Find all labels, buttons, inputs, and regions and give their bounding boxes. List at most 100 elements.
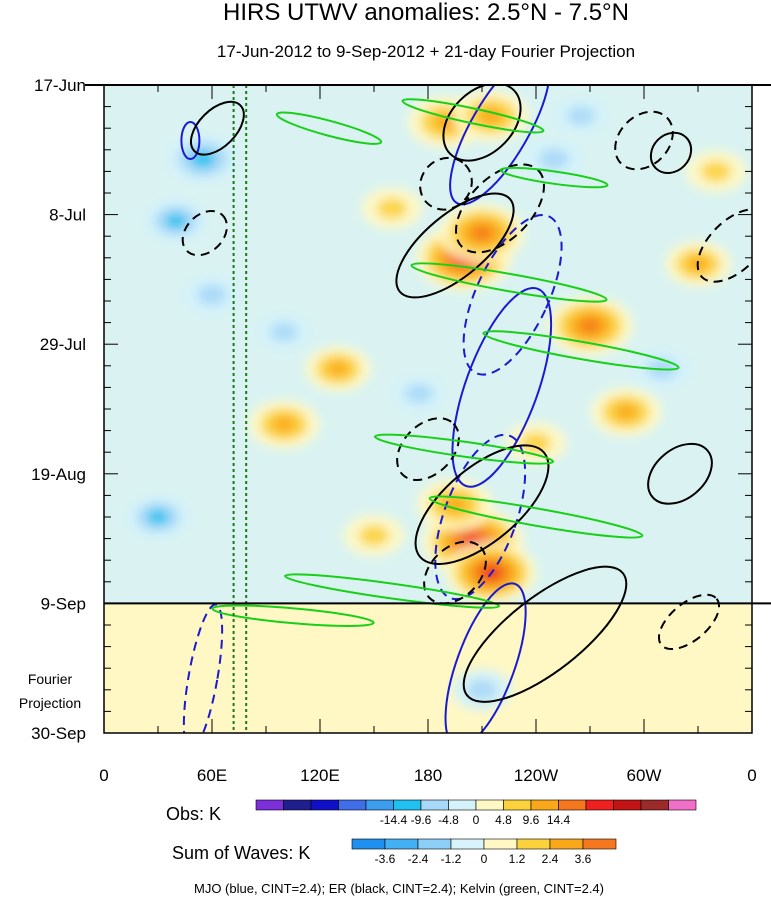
waves-colorbar: -3.6 -2.4 -1.2 0 1.2 2.4 3.6 xyxy=(351,838,617,866)
waves-colorbar-tick-label: 0 xyxy=(481,852,488,866)
er-contour xyxy=(462,565,628,703)
y-tick-label: 19-Aug xyxy=(31,465,86,484)
waves-colorbar-swatch xyxy=(582,838,617,850)
obs-colorbar-swatch xyxy=(475,799,504,811)
kelvin-contour xyxy=(499,166,609,189)
waves-colorbar-swatch xyxy=(549,838,584,850)
waves-colorbar-tick-label: 1.2 xyxy=(509,852,526,866)
obs-colorbar-swatch xyxy=(585,799,614,811)
reference-lines xyxy=(232,85,248,733)
anomaly-blob xyxy=(614,403,638,421)
kelvin-contour xyxy=(482,330,680,371)
anomaly-blob xyxy=(700,160,732,182)
anomaly-blob xyxy=(376,197,408,219)
waves-colorbar-swatch xyxy=(483,838,518,850)
kelvin-contour xyxy=(284,573,500,609)
er-contour xyxy=(181,210,228,257)
y-tick-label: 17-Jun xyxy=(34,76,86,95)
er-contour xyxy=(396,417,460,481)
waves-colorbar-swatch xyxy=(417,838,452,850)
x-tick-label: 180 xyxy=(414,766,442,785)
mjo-contour xyxy=(449,85,551,206)
waves-colorbar-tick-label: -3.6 xyxy=(375,852,396,866)
chart-subtitle: 17-Jun-2012 to 9-Sep-2012 + 21-day Fouri… xyxy=(217,42,635,61)
obs-colorbar-swatch xyxy=(365,799,394,811)
waves-colorbar-tick-label: -1.2 xyxy=(441,852,462,866)
anomaly-blob xyxy=(146,509,170,525)
waves-colorbar-tick-label: 2.4 xyxy=(542,852,559,866)
kelvin-contour xyxy=(211,604,375,627)
x-tick-label: 60W xyxy=(627,766,662,785)
obs-colorbar-tick-label: -14.4 xyxy=(380,813,408,827)
plot-area xyxy=(104,85,752,733)
kelvin-contours xyxy=(211,98,680,627)
obs-colorbar-label: Obs: K xyxy=(166,804,221,824)
er-contour xyxy=(647,442,713,505)
anomaly-blob xyxy=(164,213,188,229)
anomaly-blob xyxy=(566,106,596,126)
mjo-contours xyxy=(180,85,563,733)
anomaly-blob xyxy=(442,495,468,514)
mjo-contour xyxy=(180,121,201,161)
kelvin-contour xyxy=(373,433,555,465)
er-contour xyxy=(414,444,550,565)
waves-colorbar-tick-label: -2.4 xyxy=(408,852,429,866)
waves-colorbar-label: Sum of Waves: K xyxy=(172,843,310,863)
mjo-contour xyxy=(451,287,553,488)
kelvin-contour xyxy=(401,98,545,134)
chart-title: HIRS UTWV anomalies: 2.5°N - 7.5°N xyxy=(223,0,629,26)
waves-colorbar-swatch xyxy=(351,838,386,850)
obs-colorbar-swatch xyxy=(668,799,697,811)
y-tick-label: 30-Sep xyxy=(31,724,86,743)
kelvin-contour xyxy=(410,262,608,303)
y-tick-label: 9-Sep xyxy=(41,594,86,613)
anomaly-blob xyxy=(269,322,299,342)
obs-colorbar-swatch xyxy=(558,799,587,811)
obs-colorbar-tick-label: 0 xyxy=(473,813,480,827)
anomaly-blob xyxy=(326,361,350,377)
obs-colorbar-tick-label: -9.6 xyxy=(411,813,432,827)
er-contour xyxy=(649,131,693,175)
anomaly-blob xyxy=(538,148,570,170)
obs-colorbar-swatch xyxy=(310,799,339,811)
mjo-contour xyxy=(462,214,563,376)
anomaly-blob xyxy=(196,284,228,306)
obs-colorbar-tick-label: 14.4 xyxy=(547,813,571,827)
waves-colorbar-swatch xyxy=(516,838,551,850)
obs-colorbar-tick-label: 4.8 xyxy=(495,813,512,827)
anomaly-blob xyxy=(272,416,296,433)
er-contour xyxy=(442,85,522,162)
obs-colorbar: -14.4 -9.6 -4.8 0 4.8 9.6 14.4 xyxy=(255,799,697,827)
anomaly-blob xyxy=(579,318,601,334)
projection-label-line1: Fourier xyxy=(28,671,73,687)
obs-colorbar-swatch xyxy=(530,799,559,811)
projection-label-line2: Projection xyxy=(19,695,81,711)
y-tick-label: 8-Jul xyxy=(49,206,86,225)
obs-colorbar-tick-label: 9.6 xyxy=(523,813,540,827)
mjo-contour xyxy=(444,582,527,733)
obs-colorbar-swatch xyxy=(640,799,669,811)
obs-colorbar-swatch xyxy=(420,799,449,811)
anomaly-blob xyxy=(466,679,498,701)
waves-colorbar-swatch xyxy=(450,838,485,850)
obs-colorbar-swatch xyxy=(255,799,284,811)
contour-legend: MJO (blue, CINT=2.4); ER (black, CINT=2.… xyxy=(194,881,604,896)
obs-colorbar-swatch xyxy=(503,799,532,811)
waves-colorbar-tick-label: 3.6 xyxy=(575,852,592,866)
obs-colorbar-swatch xyxy=(283,799,312,811)
x-tick-label: 120W xyxy=(514,766,558,785)
waves-colorbar-swatch xyxy=(384,838,419,850)
obs-colorbar-tick-label: -4.8 xyxy=(438,813,459,827)
obs-colorbar-swatch xyxy=(448,799,477,811)
anomaly-blob xyxy=(358,525,390,547)
obs-colorbar-swatch xyxy=(393,799,422,811)
er-contour xyxy=(419,156,473,211)
kelvin-contour xyxy=(275,111,383,145)
x-tick-label: 60E xyxy=(197,766,227,785)
er-contour xyxy=(190,100,245,156)
mjo-contour xyxy=(434,433,527,601)
x-tick-label: 120E xyxy=(300,766,340,785)
mjo-contour xyxy=(182,603,224,733)
y-axis: 17-Jun 8-Jul 29-Jul 19-Aug 9-Sep 30-Sep xyxy=(31,76,752,743)
